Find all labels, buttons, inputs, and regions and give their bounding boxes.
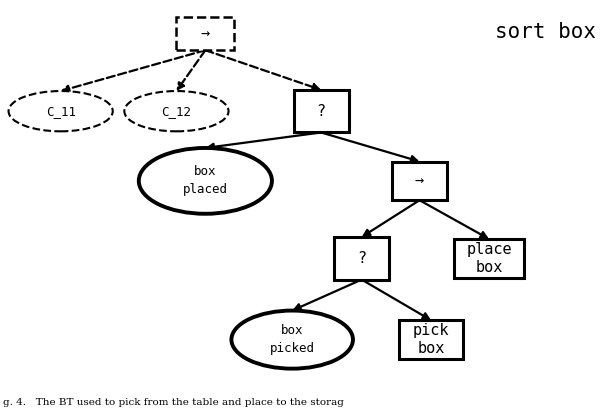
- Text: C_11: C_11: [45, 105, 76, 118]
- Ellipse shape: [139, 148, 272, 214]
- Bar: [293, 90, 349, 133]
- Bar: [176, 17, 235, 50]
- Text: ?: ?: [357, 251, 366, 266]
- Text: →: →: [201, 26, 210, 41]
- Text: →: →: [415, 173, 424, 188]
- Text: ?: ?: [317, 104, 325, 119]
- Bar: [399, 320, 463, 359]
- Bar: [334, 237, 389, 279]
- Ellipse shape: [231, 310, 353, 369]
- Text: pick
box: pick box: [413, 324, 449, 356]
- Ellipse shape: [9, 91, 113, 131]
- Ellipse shape: [124, 91, 228, 131]
- Text: place
box: place box: [466, 242, 512, 275]
- Text: C_12: C_12: [161, 105, 192, 118]
- Bar: [454, 239, 524, 278]
- Text: sort box: sort box: [495, 22, 596, 42]
- Text: g. 4.   The BT used to pick from the table and place to the storag: g. 4. The BT used to pick from the table…: [3, 398, 344, 407]
- Text: box
placed: box placed: [183, 165, 228, 196]
- Text: box
picked: box picked: [270, 324, 315, 355]
- Bar: [392, 162, 447, 200]
